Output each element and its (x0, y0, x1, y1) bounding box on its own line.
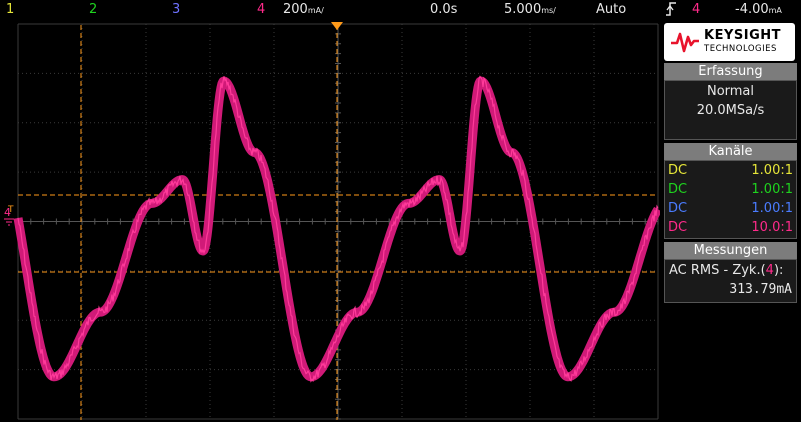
channel-2-label[interactable]: 2 (89, 2, 98, 17)
trigger-position-marker[interactable] (331, 22, 343, 30)
waveform-display[interactable]: 4 T (0, 21, 660, 422)
channel-3-label[interactable]: 3 (172, 2, 181, 17)
keysight-logo: KEYSIGHT TECHNOLOGIES (664, 23, 795, 61)
brand-name: KEYSIGHT (704, 28, 781, 43)
acquisition-header[interactable]: Erfassung (664, 63, 797, 80)
measurement-value: 313.79mA (729, 282, 792, 297)
side-panel: KEYSIGHT TECHNOLOGIES Erfassung Normal 2… (660, 21, 801, 422)
channels-box[interactable]: DC 1.00:1 DC 1.00:1 DC 1.00:1 DC 10.0:1 (664, 160, 797, 239)
channels-header[interactable]: Kanäle (664, 143, 797, 160)
rising-edge-icon (664, 0, 678, 22)
time-delay[interactable]: 0.0s (430, 2, 458, 17)
timebase[interactable]: 5.000ms/ (504, 2, 556, 17)
trigger-level-marker[interactable]: T (7, 205, 14, 215)
brand-sub: TECHNOLOGIES (704, 44, 777, 54)
channel-4-trace (13, 75, 660, 383)
measurement-label: AC RMS - Zyk.(4): (669, 263, 784, 278)
sample-rate: 20.0MSa/s (696, 103, 765, 118)
channel-4-ground-marker[interactable]: 4 T (4, 205, 14, 226)
channel-3-row[interactable]: DC 1.00:1 (668, 201, 793, 216)
trace-noise (17, 75, 659, 383)
acquisition-mode: Normal (706, 84, 755, 99)
channel-1-row[interactable]: DC 1.00:1 (668, 163, 793, 178)
channel-1-label[interactable]: 1 (6, 2, 15, 17)
trigger-mode[interactable]: Auto (596, 2, 627, 17)
measurements-header[interactable]: Messungen (664, 242, 797, 259)
trigger-level[interactable]: -4.00mA (735, 2, 782, 17)
channel-2-row[interactable]: DC 1.00:1 (668, 182, 793, 197)
trigger-source[interactable]: 4 (692, 2, 701, 17)
svg-text:4: 4 (4, 206, 11, 219)
keysight-wave-icon (671, 32, 699, 53)
acquisition-box[interactable]: Normal 20.0MSa/s (664, 80, 797, 140)
channel-4-scale[interactable]: 200mA/ (283, 2, 324, 17)
channel-4-row[interactable]: DC 10.0:1 (668, 220, 793, 235)
status-bar: 1 2 3 4 200mA/ 0.0s 5.000ms/ Auto 4 -4.0… (0, 0, 801, 21)
measurements-box[interactable]: AC RMS - Zyk.(4): 313.79mA (664, 259, 797, 303)
channel-4-label[interactable]: 4 (257, 2, 266, 17)
